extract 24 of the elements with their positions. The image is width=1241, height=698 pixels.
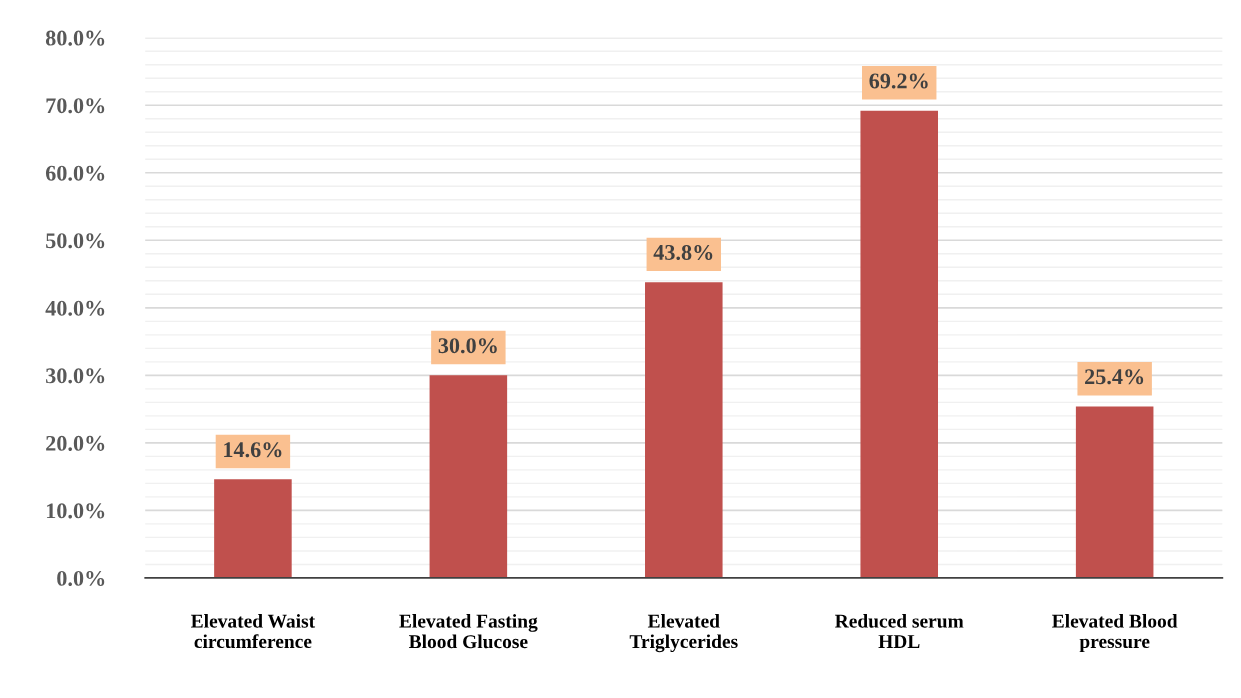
y-tick-label: 10.0% — [46, 503, 105, 519]
bar — [214, 479, 292, 578]
y-tick-label: 40.0% — [45, 300, 105, 316]
data-label: 14.6% — [224, 442, 282, 458]
bar — [860, 110, 939, 578]
y-tick-label: 60.0% — [45, 165, 105, 181]
x-tick-label: Elevated Waist circumference — [191, 614, 316, 649]
data-label: 69.2% — [869, 73, 928, 89]
bar — [1075, 406, 1154, 578]
y-tick-label: 20.0% — [46, 435, 105, 451]
x-tick-label: Elevated Blood pressure — [1052, 614, 1178, 653]
y-tick-label: 50.0% — [46, 233, 105, 249]
y-tick-label: 80.0% — [45, 30, 105, 46]
x-tick-label: Reduced serum HDL — [835, 614, 964, 648]
y-tick-label: 0.0% — [57, 570, 105, 586]
y-tick-label: 70.0% — [46, 98, 105, 114]
data-label: 30.0% — [438, 338, 497, 354]
x-tick-label: Elevated Triglycerides — [629, 614, 738, 653]
data-label: 25.4% — [1085, 369, 1144, 385]
bar — [645, 282, 723, 578]
x-tick-label: Elevated Fasting Blood Glucose — [399, 614, 538, 649]
data-label: 43.8% — [653, 244, 713, 261]
y-tick-label: 30.0% — [46, 368, 105, 384]
bar — [429, 375, 508, 578]
